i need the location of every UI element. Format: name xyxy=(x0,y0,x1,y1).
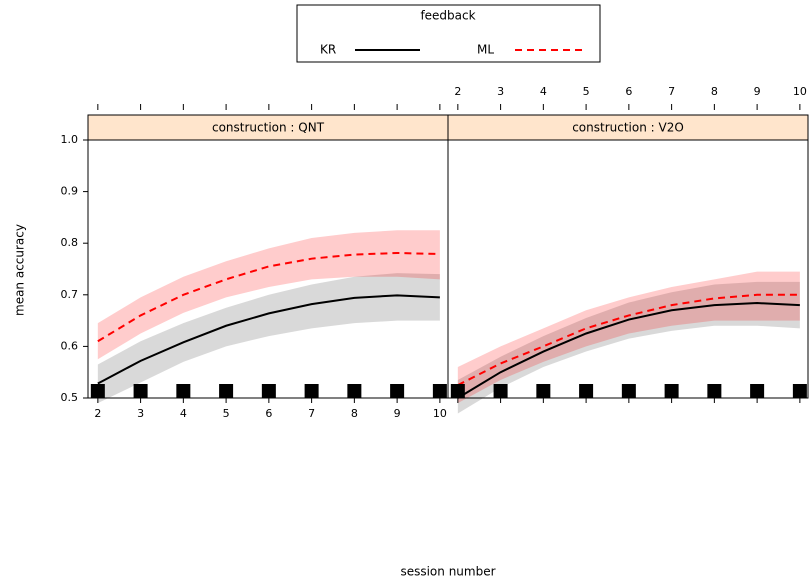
strip xyxy=(447,114,809,141)
series-line xyxy=(457,302,800,399)
rug-mark xyxy=(347,384,362,398)
rug-mark xyxy=(133,384,148,398)
rug-mark xyxy=(664,384,679,398)
rug-mark xyxy=(176,384,191,398)
rug-mark xyxy=(707,384,722,398)
x-tick-label: 4 xyxy=(180,407,187,420)
rug-mark xyxy=(493,384,508,398)
x-axis-label: session number xyxy=(400,565,495,579)
confidence-band xyxy=(457,281,800,414)
x-tick-label: 8 xyxy=(711,85,718,98)
x-tick-label: 5 xyxy=(223,407,230,420)
x-tick-label: 10 xyxy=(793,85,807,98)
x-tick-label: 6 xyxy=(625,85,632,98)
rug-mark xyxy=(792,384,807,398)
y-tick-label: 0.9 xyxy=(61,185,79,198)
rug-mark xyxy=(536,384,551,398)
rug-mark xyxy=(621,384,636,398)
x-tick-label: 3 xyxy=(497,85,504,98)
x-tick-label: 10 xyxy=(433,407,447,420)
y-axis-label: mean accuracy xyxy=(13,224,27,316)
series-line xyxy=(97,252,440,343)
x-tick-label: 8 xyxy=(351,407,358,420)
panel-frame xyxy=(447,139,809,399)
x-tick-label: 2 xyxy=(94,407,101,420)
y-tick-label: 0.8 xyxy=(61,236,79,249)
series-line xyxy=(97,294,440,385)
x-tick-label: 9 xyxy=(394,407,401,420)
y-tick-label: 0.7 xyxy=(61,288,79,301)
x-tick-label: 4 xyxy=(540,85,547,98)
rug-mark xyxy=(450,384,465,398)
rug-mark xyxy=(432,384,447,398)
y-tick-label: 0.5 xyxy=(61,391,79,404)
rug-mark xyxy=(261,384,276,398)
confidence-band xyxy=(97,230,440,360)
series-line xyxy=(457,293,800,386)
rug-mark xyxy=(90,384,105,398)
panel-title: construction : QNT xyxy=(212,121,325,135)
y-tick-label: 1.0 xyxy=(61,133,79,146)
x-tick-label: 7 xyxy=(668,85,675,98)
legend-label: KR xyxy=(320,43,336,57)
x-tick-label: 7 xyxy=(308,407,315,420)
panel-title: construction : V2O xyxy=(572,121,684,135)
legend-label: ML xyxy=(477,43,494,57)
legend-box xyxy=(296,4,601,63)
y-tick-label: 0.6 xyxy=(61,339,79,352)
x-tick-label: 5 xyxy=(583,85,590,98)
x-tick-label: 2 xyxy=(454,85,461,98)
rug-mark xyxy=(750,384,765,398)
rug-mark xyxy=(390,384,405,398)
x-tick-label: 3 xyxy=(137,407,144,420)
confidence-band xyxy=(97,273,440,404)
strip xyxy=(87,114,449,141)
rug-mark xyxy=(304,384,319,398)
rug-mark xyxy=(579,384,594,398)
rug-mark xyxy=(219,384,234,398)
x-tick-label: 9 xyxy=(754,85,761,98)
x-tick-label: 6 xyxy=(265,407,272,420)
legend-title: feedback xyxy=(420,9,475,23)
